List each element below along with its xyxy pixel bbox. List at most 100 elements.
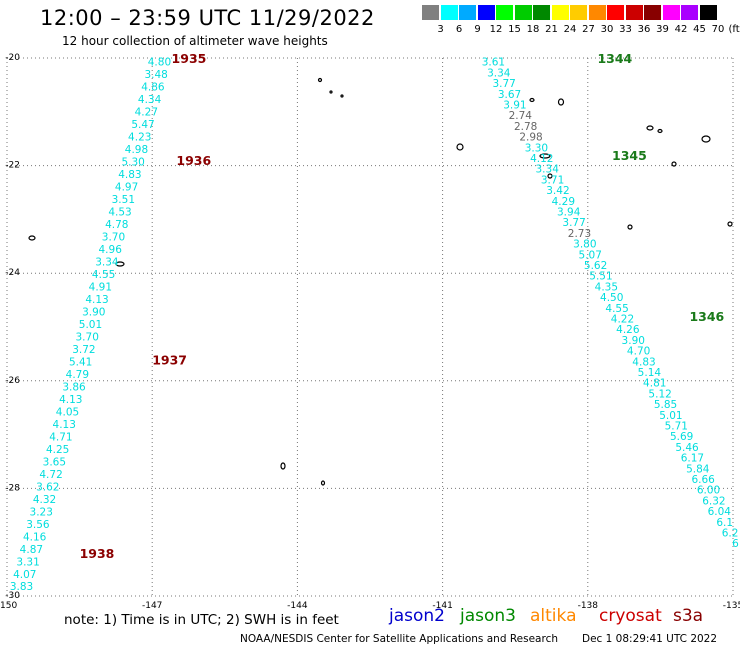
color-scale-swatch — [440, 5, 458, 20]
island-outline — [340, 94, 344, 98]
color-scale-label: 24 — [563, 24, 577, 35]
track-time-label: 1345 — [612, 148, 647, 163]
wave-height-value: 3.86 — [62, 381, 86, 393]
wave-height-value: 4.34 — [138, 94, 162, 106]
island-outline — [28, 235, 36, 241]
wave-height-value: 3.72 — [72, 344, 95, 356]
color-scale-swatch — [607, 5, 624, 20]
wave-height-value: 3.77 — [492, 78, 515, 90]
color-scale-swatch — [625, 5, 643, 20]
wave-height-value: 5.12 — [648, 388, 671, 400]
wave-height-value: 2.78 — [514, 121, 537, 133]
wave-height-value: 4.07 — [13, 569, 36, 581]
wave-height-value: 4.98 — [125, 144, 148, 156]
wave-height-value: 6.00 — [697, 485, 720, 497]
island-outline — [646, 125, 654, 131]
track-time-label: 1936 — [176, 153, 211, 168]
color-scale-label: 9 — [474, 24, 481, 35]
wave-height-value: 5.01 — [659, 410, 682, 422]
color-scale-label: 15 — [508, 24, 521, 35]
satellite-tracks: 4.803.484.864.344.275.474.234.985.304.83… — [10, 51, 739, 593]
longitude-tick-label: -150 — [0, 601, 17, 611]
color-scale-swatch — [459, 5, 476, 20]
island-outline — [280, 462, 286, 470]
color-scale-swatch — [570, 5, 587, 20]
longitude-tick-label: -147 — [142, 601, 162, 611]
island-outline — [329, 90, 333, 94]
color-scale-label: 21 — [545, 24, 558, 35]
wave-height-value: 5.01 — [79, 319, 102, 331]
wave-height-value: 4.72 — [39, 469, 62, 481]
wave-height-value: 3.61 — [482, 57, 505, 69]
generation-timestamp: Dec 1 08:29:41 UTC 2022 — [582, 633, 718, 645]
color-scale-swatch — [644, 5, 661, 20]
wave-height-value: 4.13 — [85, 294, 108, 306]
wave-height-value: 3.42 — [546, 185, 569, 197]
wave-height-value: 4.13 — [53, 419, 76, 431]
credit-line: NOAA/NESDIS Center for Satellite Applica… — [240, 633, 558, 645]
color-scale-label: 30 — [600, 24, 614, 35]
color-scale-swatch — [533, 5, 550, 20]
wave-height-value: 5.69 — [670, 431, 693, 443]
wave-height-value: 6.04 — [708, 506, 732, 518]
wave-height-value: 4.32 — [33, 494, 56, 506]
wave-height-value: 5.47 — [131, 119, 154, 131]
wave-height-value: 6.1 — [716, 517, 733, 529]
color-scale-label: 6 — [455, 24, 463, 35]
latitude-tick-label: -30 — [5, 591, 20, 601]
wave-height-value: 2.98 — [519, 132, 542, 144]
wave-height-value: 3.71 — [541, 174, 564, 186]
islands — [28, 77, 733, 486]
wave-height-value: 4.27 — [135, 107, 158, 119]
color-scale-label: 33 — [619, 24, 632, 35]
wave-height-value: 3.94 — [557, 206, 581, 218]
longitude-tick-label: -144 — [287, 601, 308, 611]
island-outline — [317, 77, 323, 83]
wave-height-value: 4.87 — [20, 544, 43, 556]
wave-height-value: 5.41 — [69, 356, 92, 368]
color-scale-swatch — [422, 5, 439, 20]
wave-height-value: 2.73 — [568, 228, 591, 240]
island-outline — [529, 97, 535, 103]
wave-height-value: 3.48 — [144, 69, 167, 81]
wave-height-value: 4.35 — [595, 281, 618, 293]
color-scale-swatch — [681, 5, 698, 20]
wave-height-value: 3.67 — [498, 89, 521, 101]
wave-height-value: 4.96 — [99, 244, 123, 256]
color-scale-swatch — [514, 5, 532, 20]
island-outline — [671, 161, 677, 167]
wave-height-value: 4.80 — [148, 57, 171, 69]
color-scale-swatch — [699, 5, 717, 20]
color-scale-swatch — [496, 5, 513, 20]
footer-note: note: 1) Time is in UTC; 2) SWH is in fe… — [64, 612, 339, 628]
island-outline — [539, 153, 551, 159]
wave-height-value: 4.55 — [605, 303, 628, 315]
wave-height-value: 5.84 — [686, 463, 710, 475]
wave-height-value: 4.70 — [627, 346, 650, 358]
axis-tick-labels: -20 -22 -24 -26 -28 -30-150 -147 -144 -141 -138 -1… — [0, 53, 740, 611]
latitude-tick-label: -20 — [5, 53, 20, 63]
color-scale-label: 42 — [674, 24, 688, 35]
wave-height-value: 3.90 — [82, 306, 105, 318]
wave-height-value: 4.29 — [552, 196, 575, 208]
track-time-label: 1938 — [80, 546, 115, 561]
wave-height-value: 3.70 — [102, 232, 125, 244]
satellite-label-jason3: jason3 — [460, 606, 516, 626]
wave-height-value: 2.74 — [509, 110, 533, 122]
track-time-label: 1346 — [689, 309, 724, 324]
track-time-label: 1937 — [152, 352, 187, 367]
wave-height-value: 3.62 — [36, 481, 59, 493]
wave-height-value: 3.65 — [43, 456, 66, 468]
wave-height-value: 4.83 — [632, 356, 655, 368]
color-scale-label: 3 — [437, 24, 444, 35]
island-outline — [627, 224, 633, 230]
wave-height-value: 3.23 — [30, 506, 53, 518]
wave-height-value: 4.12 — [530, 153, 553, 165]
color-scale-swatch — [662, 5, 680, 20]
wave-height-value: 3.31 — [16, 556, 39, 568]
island-outline — [456, 143, 464, 151]
wave-height-value: 4.16 — [23, 531, 47, 543]
wave-height-value: 4.05 — [56, 406, 79, 418]
track-time-label: 1344 — [597, 51, 632, 66]
longitude-tick-label: -138 — [578, 601, 599, 611]
